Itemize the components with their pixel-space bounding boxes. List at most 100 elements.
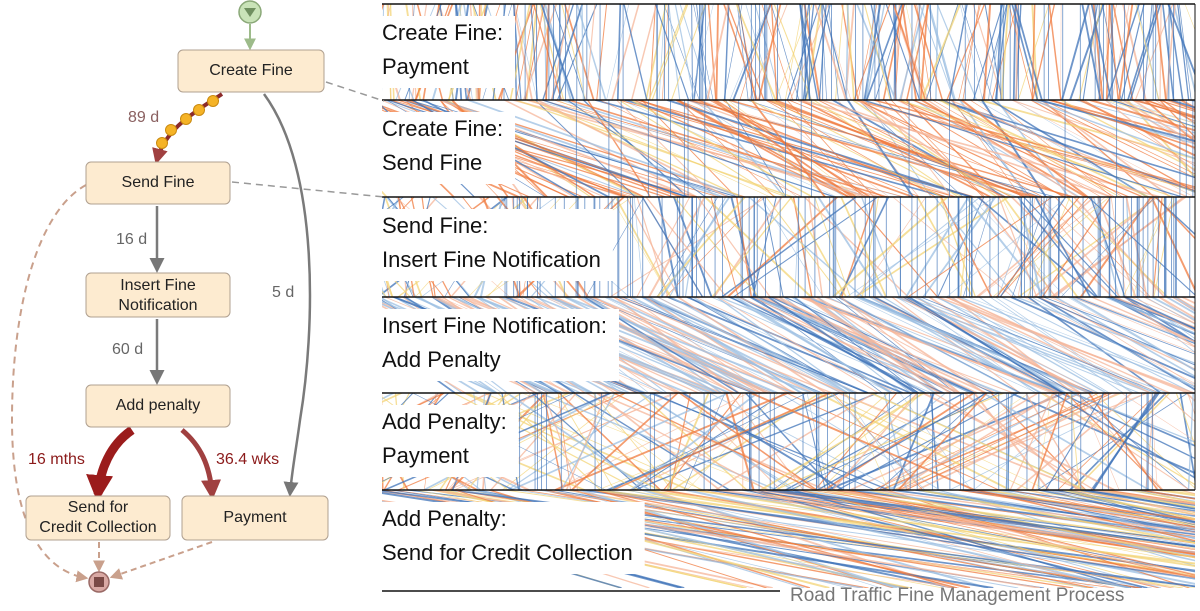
link-line	[232, 182, 384, 197]
spectrum-line	[671, 4, 705, 100]
spectrum-line	[286, 393, 382, 490]
spectrum-line	[1076, 393, 1189, 490]
token	[157, 138, 168, 149]
panel-label-text: Add Penalty	[382, 347, 501, 372]
spectrum-line	[351, 4, 381, 100]
edge	[112, 542, 212, 577]
node-label: Add penalty	[116, 397, 201, 414]
spectrum-line	[937, 4, 976, 100]
node-label: Payment	[223, 509, 287, 526]
spectrum-line	[287, 197, 357, 297]
spectrum-line	[305, 197, 386, 297]
edge-label: 5 d	[272, 284, 294, 301]
panel-label-text: Add Penalty:	[382, 506, 507, 531]
spectrum-line	[820, 393, 922, 490]
spectrum-line	[290, 197, 335, 297]
spectrum-line	[271, 393, 292, 490]
end-icon	[94, 577, 104, 587]
spectrum-line	[815, 4, 846, 100]
panel-label-text: Send Fine	[382, 150, 482, 175]
panel-label-text: Insert Fine Notification	[382, 247, 601, 272]
spectrum-line	[313, 197, 345, 297]
spectrum-line	[365, 393, 376, 490]
spectrum-panel	[94, 393, 1200, 490]
spectrum-line	[363, 4, 365, 100]
token-dots	[157, 96, 219, 149]
node-label: Send for	[68, 499, 129, 516]
node-label: Create Fine	[209, 62, 293, 79]
spectrum-line	[349, 4, 371, 100]
panel-label: Add Penalty:Payment	[382, 405, 519, 477]
panel-label: Create Fine: Payment	[382, 16, 515, 88]
token	[166, 125, 177, 136]
edge-label: 16 mths	[28, 451, 85, 468]
spectrum-line	[346, 4, 383, 100]
panel-label: Send Fine: Insert Fine Notification	[382, 209, 613, 281]
spectrum-line	[655, 4, 688, 100]
spectrum-line	[1049, 4, 1061, 100]
spectrum-line	[216, 393, 347, 490]
spectrum-line	[511, 393, 728, 490]
node-label: Credit Collection	[39, 519, 156, 536]
spectrum-line	[761, 197, 823, 297]
panel-label-text: Send Fine:	[382, 213, 488, 238]
panel-label-text: Send for Credit Collection	[382, 540, 633, 565]
spectrum-line	[353, 393, 362, 490]
spectrum-line	[657, 197, 745, 297]
link-line	[326, 82, 384, 101]
panel-label: Insert Fine Notification:Add Penalty	[382, 309, 619, 381]
edge	[182, 430, 212, 494]
node-label: Notification	[118, 297, 197, 314]
spectrum-line	[335, 4, 365, 100]
panel-label-text: Create Fine:	[382, 20, 503, 45]
spectrum-line	[312, 197, 352, 297]
caption: Road Traffic Fine Management Process	[790, 585, 1124, 606]
spectrum-line	[771, 4, 799, 100]
spectrum-line	[314, 393, 371, 490]
spectrum-line	[203, 393, 394, 490]
spectrum-line	[998, 197, 1033, 297]
panel-label: Create Fine: Send Fine	[382, 112, 515, 184]
spectrum-line	[361, 4, 378, 100]
spectrum-line	[664, 4, 700, 100]
spectrum-line	[1155, 197, 1200, 297]
edge-label: 36.4 wks	[216, 451, 279, 468]
spectrum-line	[238, 197, 360, 297]
panel-label-text: Payment	[382, 54, 469, 79]
spectrum-line	[326, 197, 335, 297]
spectrum-line	[323, 4, 344, 100]
spectrum-line	[231, 393, 298, 490]
spectrum-line	[338, 393, 361, 490]
spectrum-line	[338, 4, 350, 100]
node-label: Send Fine	[122, 174, 195, 191]
spectrum-line	[1015, 4, 1042, 100]
spectrum-panel	[142, 197, 1200, 297]
spectrum-line	[618, 4, 620, 100]
spectrum-line	[225, 197, 349, 297]
spectrum-line	[341, 4, 362, 100]
edge-label: 60 d	[112, 341, 143, 358]
spectrum-line	[766, 197, 842, 297]
spectrum-line	[325, 4, 339, 100]
node-label: Insert Fine	[120, 277, 196, 294]
spectrum-line	[846, 4, 848, 100]
token	[194, 105, 205, 116]
spectrum-line	[785, 4, 803, 100]
spectrum-line	[772, 4, 777, 100]
spectrum-line	[356, 197, 361, 297]
spectrum-line	[1195, 297, 1200, 393]
spectrum-line	[341, 4, 371, 100]
spectrum-line	[1156, 197, 1200, 297]
token	[208, 96, 219, 107]
spectrum-line	[285, 197, 339, 297]
spectrum-line	[949, 4, 967, 100]
panel-label-text: Create Fine:	[382, 116, 503, 141]
panel-label: Add Penalty: Send for Credit Collection	[382, 502, 645, 574]
spectrum-line	[791, 197, 847, 297]
token	[181, 114, 192, 125]
panel-label-text: Add Penalty:	[382, 409, 507, 434]
spectrum-line	[823, 4, 847, 100]
edge-label: 89 d	[128, 109, 159, 126]
